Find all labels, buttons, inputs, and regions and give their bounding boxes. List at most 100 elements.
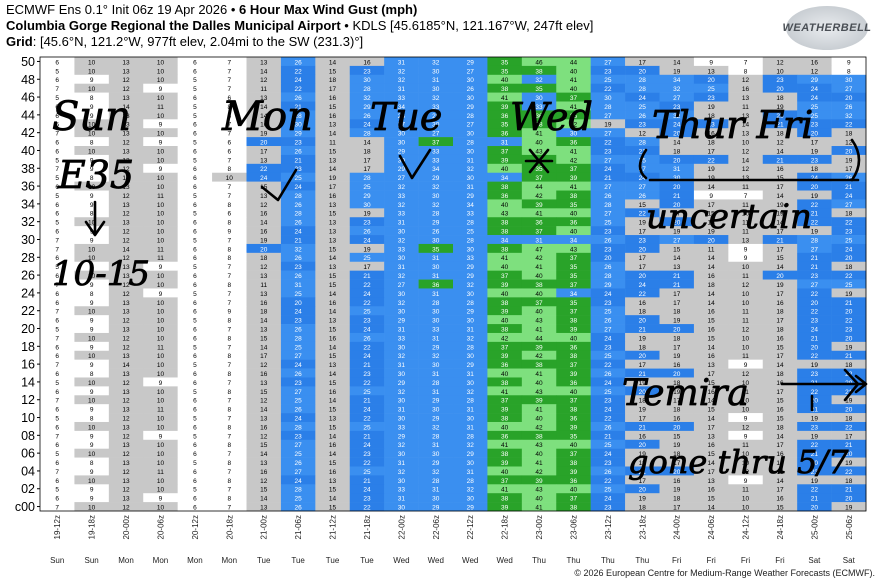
cell-value-label: 22 — [295, 68, 303, 75]
heatmap-cell — [384, 448, 419, 458]
heatmap-cell — [384, 128, 419, 138]
cell-value-label: 14 — [329, 255, 337, 262]
cell-value-label: 31 — [467, 469, 475, 476]
cell-value-label: 22 — [363, 505, 371, 512]
cell-value-label: 30 — [432, 68, 440, 75]
cell-value-label: 21 — [811, 255, 819, 262]
cell-value-label: 14 — [260, 318, 268, 325]
heatmap-cell — [74, 288, 110, 298]
heatmap-cell — [831, 163, 867, 174]
heatmap-cell — [728, 57, 764, 67]
cell-value-label: 24 — [295, 478, 303, 485]
cell-value-label: 28 — [467, 300, 475, 307]
cell-value-label: 34 — [570, 291, 578, 298]
heatmap-cell — [625, 119, 660, 129]
heatmap-cell — [315, 235, 351, 245]
cell-value-label: 37 — [570, 496, 578, 503]
cell-value-label: 41 — [570, 104, 578, 111]
heatmap-cell — [349, 493, 385, 503]
cell-value-label: 41 — [535, 326, 543, 333]
heatmap-cell — [556, 181, 591, 191]
cell-value-label: 42 — [535, 469, 543, 476]
heatmap-cell — [143, 404, 178, 414]
heatmap-cell — [143, 243, 178, 254]
heatmap-cell — [453, 493, 488, 503]
heatmap-cell — [453, 484, 488, 494]
cell-value-label: 20 — [845, 95, 853, 102]
heatmap-cell — [797, 386, 832, 396]
heatmap-cell — [315, 421, 351, 432]
heatmap-cell — [521, 386, 557, 396]
cell-value-label: 10 — [742, 140, 750, 147]
cell-value-label: 14 — [329, 371, 337, 378]
heatmap-cell — [693, 386, 729, 396]
heatmap-cell — [693, 341, 729, 352]
heatmap-cell — [418, 297, 454, 307]
cell-value-label: 8 — [90, 95, 94, 102]
heatmap-cell — [625, 332, 660, 343]
cell-value-label: 6 — [193, 398, 197, 405]
handwritten-annotations: Sun Mon Tue Wed Thur FriE3510-15uncertainTem… — [52, 94, 868, 481]
heatmap-cell — [108, 359, 144, 369]
heatmap-cell — [590, 199, 626, 209]
cell-value-label: 14 — [122, 362, 130, 369]
heatmap-cell — [384, 306, 419, 316]
heatmap-cell — [797, 101, 832, 111]
heatmap-cell — [590, 146, 626, 156]
heatmap-cell — [349, 65, 385, 76]
heatmap-cell — [177, 65, 213, 76]
cell-value-label: 9 — [744, 415, 748, 422]
cell-value-label: 29 — [467, 264, 475, 271]
heatmap-cell — [556, 493, 591, 503]
cell-value-label: 15 — [673, 246, 681, 253]
heatmap-cell — [797, 430, 832, 441]
heatmap-cell — [349, 430, 385, 441]
cell-value-label: 10 — [157, 460, 165, 467]
cell-value-label: 22 — [811, 389, 819, 396]
heatmap-cell — [453, 65, 488, 76]
cell-value-label: 40 — [535, 380, 543, 387]
heatmap-cell — [74, 235, 110, 245]
heatmap-cell — [659, 92, 695, 102]
cell-value-label: 12 — [260, 264, 268, 271]
heatmap-cell — [315, 448, 351, 458]
cell-value-label: 17 — [708, 148, 716, 155]
heatmap-cell — [40, 163, 75, 174]
heatmap-cell — [108, 421, 144, 432]
cell-value-label: 12 — [742, 371, 750, 378]
cell-value-label: 23 — [845, 326, 853, 333]
heatmap-cell — [728, 315, 764, 325]
cell-value-label: 8 — [227, 424, 231, 431]
heatmap-cell — [349, 466, 385, 476]
cell-value-label: 9 — [159, 166, 163, 173]
cell-value-label: 42 — [535, 353, 543, 360]
cell-value-label: 6 — [55, 371, 59, 378]
heatmap-cell — [487, 466, 523, 476]
heatmap-cell — [762, 92, 798, 102]
cell-value-label: 6 — [193, 442, 197, 449]
cell-value-label: 31 — [432, 273, 440, 280]
heatmap-cell — [453, 199, 488, 209]
cell-value-label: 7 — [55, 398, 59, 405]
heatmap-cell — [693, 332, 729, 343]
cell-value-label: 13 — [122, 148, 130, 155]
cell-value-label: 33 — [432, 148, 440, 155]
cell-value-label: 5 — [193, 113, 197, 120]
cell-value-label: 17 — [329, 184, 337, 191]
heatmap-cell — [418, 279, 454, 289]
heatmap-cell — [40, 243, 75, 254]
annotation-temira: Temira — [622, 373, 749, 414]
cell-value-label: 31 — [501, 140, 509, 147]
cell-value-label: 16 — [673, 478, 681, 485]
cell-value-label: 11 — [742, 229, 749, 236]
cell-value-label: 24 — [673, 122, 681, 129]
cell-value-label: 18 — [673, 496, 681, 503]
heatmap-cell — [762, 502, 798, 512]
cell-value-label: 28 — [398, 113, 406, 120]
cell-value-label: 39 — [570, 469, 578, 476]
heatmap-cell — [831, 261, 867, 271]
cell-value-label: 40 — [570, 86, 578, 93]
heatmap-cell — [693, 110, 729, 120]
cell-value-label: 13 — [122, 184, 130, 191]
heatmap-cell — [831, 65, 867, 76]
